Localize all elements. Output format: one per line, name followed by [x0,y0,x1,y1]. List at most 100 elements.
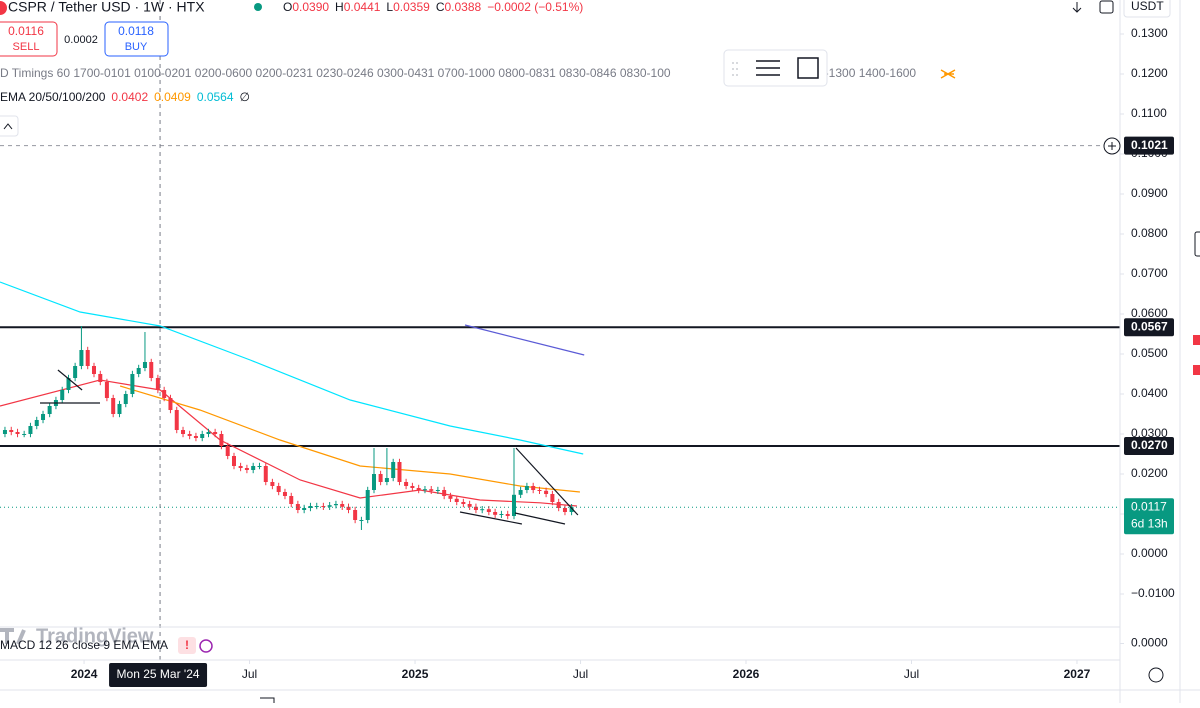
layout-button[interactable] [1099,0,1114,14]
candle-body [486,509,491,512]
symbol-title[interactable]: CSPR / Tether USD · 1W · HTX [8,0,205,15]
last-price-label: 0.0117 [1131,499,1167,513]
ohlc-label: O [283,0,292,14]
trend-line [57,369,83,391]
rectangle-button[interactable] [797,57,819,79]
currency-button[interactable] [1123,0,1171,18]
candle-body [308,506,313,508]
candle-body [91,366,96,374]
drag-handle[interactable] [732,62,738,76]
ema-line [0,281,584,455]
svg-text:!: ! [185,638,189,652]
y-tick-label: 0.0200 [1131,466,1168,480]
y-tick-label: 0.1200 [1131,66,1168,80]
ema-line [119,385,580,493]
candle-body [244,468,249,470]
candle-body [493,512,498,515]
candle-body [181,430,186,434]
buy-label: BUY [125,41,148,53]
price-label-box [1124,318,1174,337]
ema-line [0,379,577,507]
y-tick-label: 0.0500 [1131,346,1168,360]
candle-body [359,520,364,521]
candle-body [473,506,478,510]
candle-body [257,466,262,467]
sell-button[interactable] [0,21,58,57]
candle-body [155,378,160,390]
market-status [254,3,262,11]
candle-body [404,482,409,486]
x-tick-label: 2027 [1064,667,1091,681]
candle-body [435,490,440,491]
candle-body [327,505,332,507]
candle-body [270,482,275,486]
candle-body [422,489,427,491]
countdown: 6d 13h [1131,516,1168,530]
ema-value: 0.0564 [197,90,234,104]
candle-body [429,489,434,491]
y-tick-label: 0.0800 [1131,226,1168,240]
buy-button[interactable] [104,21,169,57]
candle-body [365,490,370,520]
candle-body [505,514,510,516]
x-tick-label: Jul [242,667,257,681]
y-tick-label: 0.0900 [1131,186,1168,200]
ema-legend[interactable]: EMA 20/50/100/200 0.0402 0.0409 0.0564 ∅ [0,90,250,104]
candle-body [136,368,141,374]
sell-label: SELL [13,41,40,53]
hidden-icon[interactable] [940,69,956,79]
price-label: 0.0567 [1131,319,1168,333]
side-tab[interactable] [1194,231,1200,257]
candle-body [295,504,300,510]
candle-body [117,404,122,414]
y-tick-label: 0.0400 [1131,386,1168,400]
candle-body [511,494,516,516]
candle-body [263,466,268,482]
candle-body [454,498,459,502]
settings-button[interactable] [1148,667,1164,683]
y-tick-label: −0.0100 [1131,586,1175,600]
add-alert-icon [1108,142,1116,150]
y-tick-label: 0.0300 [1131,426,1168,440]
candle-body [9,430,14,432]
line-style-button[interactable] [756,60,780,76]
candle-body [142,362,147,368]
candle-body [66,378,71,390]
currency: USDT [1131,0,1164,13]
y-tick-label: 0.0600 [1131,306,1168,320]
trend-line [459,511,523,525]
candle-body [550,494,555,502]
side-marker [1193,335,1200,345]
spread: 0.0002 [64,34,98,46]
branding-logo [0,628,26,645]
y-tick-label: 0.0000 [1131,636,1168,650]
error-badge[interactable] [178,637,196,654]
candle-body [391,462,396,478]
candle-body [206,432,211,434]
price-label: 0.0270 [1131,438,1168,452]
candle-body [104,382,109,398]
candle-body [47,406,52,414]
trend-line [514,512,566,525]
crosshair-label: Mon 25 Mar '24 [117,667,200,681]
candle-body [187,434,192,436]
ema-empty: ∅ [240,90,250,104]
candle-body [353,510,358,520]
refresh-icon[interactable] [199,639,213,653]
candle-body [346,506,351,510]
x-tick-label: 2026 [733,667,760,681]
candle-body [531,486,536,490]
trend-line [515,447,579,516]
candle-body [276,486,281,492]
candle-body [238,466,243,468]
candle-body [174,410,179,430]
download-button[interactable] [1072,2,1082,13]
ohlc-value: 0.0359 [393,0,430,14]
candle-body [289,496,294,504]
candle-body [556,502,561,508]
sessions-legend[interactable]: 0-1300 1400-1600 [818,66,916,80]
macd-legend[interactable]: MACD 12 26 close 9 EMA EMA [0,638,168,652]
sessions-legend[interactable]: D Timings 60 1700-0101 0100-0201 0200-06… [0,66,671,80]
